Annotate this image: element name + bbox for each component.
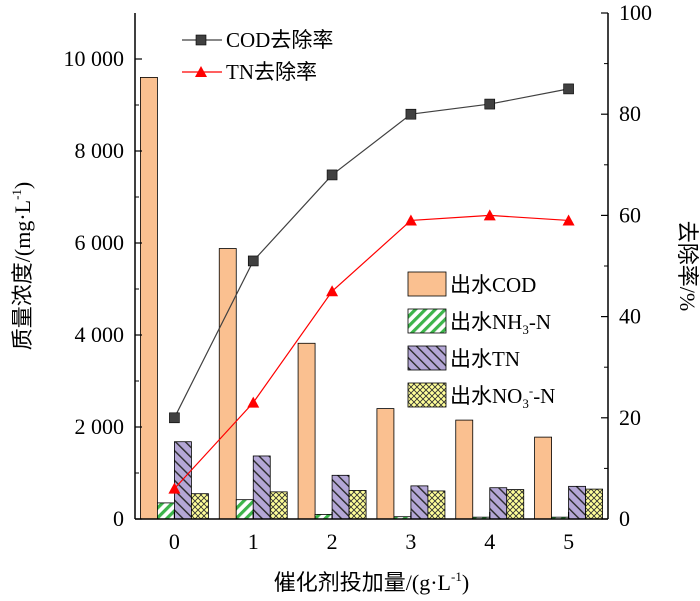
bar-cod-4 — [455, 419, 474, 520]
marker-tn_removal-1 — [247, 396, 260, 408]
bar-cod-3 — [376, 408, 395, 520]
y-tick-label-2000: 2 000 — [75, 414, 125, 439]
bar-cod-0 — [140, 77, 158, 520]
bar-no3-4 — [506, 489, 525, 520]
bar-cod-2 — [297, 342, 316, 520]
x-tick-label-2: 2 — [327, 529, 338, 554]
bar-no3-1 — [269, 491, 288, 520]
y2-tick-label-60: 60 — [619, 202, 641, 227]
bar-no3-5 — [585, 488, 603, 520]
marker-tn_removal-2 — [326, 285, 339, 297]
y-tick-label-10000: 10 000 — [64, 46, 125, 71]
legend-label-nh3: 出水NH3-N — [450, 310, 551, 337]
legend-swatch-no3 — [407, 382, 447, 408]
bar-no3-3 — [427, 490, 446, 520]
y2-tick-label-100: 100 — [619, 0, 652, 25]
legend-marker-cod_removal — [195, 34, 207, 46]
x-tick-label-0: 0 — [169, 529, 180, 554]
x-tick-label-1: 1 — [248, 529, 259, 554]
x-axis-title: 催化剂投加量/(g·L-1) — [274, 569, 469, 595]
marker-tn_removal-3 — [404, 214, 417, 226]
bar-cod-1 — [218, 248, 237, 520]
x-tick-label-4: 4 — [484, 529, 495, 554]
y-tick-label-0: 0 — [113, 506, 124, 531]
legend-label-cod: 出水COD — [450, 273, 536, 297]
marker-cod_removal-0 — [169, 412, 180, 424]
bar-tn-0 — [174, 441, 192, 520]
legend-label-no3: 出水NO3--N — [450, 383, 555, 411]
legend-swatch-cod — [407, 271, 447, 297]
marker-cod_removal-4 — [484, 98, 496, 110]
legend-marker-tn_removal — [195, 66, 207, 77]
y-tick-label-6000: 6 000 — [75, 230, 125, 255]
bar-no3-2 — [348, 490, 367, 520]
bar-tn-3 — [410, 485, 429, 520]
marker-cod_removal-3 — [405, 108, 417, 120]
legend-swatch-nh3 — [407, 308, 447, 334]
bar-tn-1 — [252, 455, 271, 520]
marker-tn_removal-5 — [562, 214, 575, 226]
marker-cod_removal-1 — [247, 255, 259, 267]
y-axis-title: 质量浓度/(mg·L-1) — [9, 182, 35, 351]
bar-nh3-0 — [157, 502, 175, 520]
legend-swatch-tn — [407, 345, 447, 371]
y2-tick-label-40: 40 — [619, 304, 641, 329]
bar-no3-0 — [191, 493, 209, 520]
legend-label-tn_removal: TN去除率 — [226, 60, 317, 84]
legend-label-cod_removal: COD去除率 — [226, 28, 333, 52]
x-tick-label-3: 3 — [405, 529, 416, 554]
marker-tn_removal-0 — [168, 482, 181, 494]
line-cod_removal — [173, 88, 569, 419]
bar-tn-5 — [568, 485, 586, 520]
y2-tick-label-80: 80 — [619, 101, 641, 126]
bar-tn-2 — [331, 474, 350, 520]
bar-nh3-1 — [235, 499, 254, 520]
bar-cod-5 — [534, 436, 552, 520]
marker-cod_removal-5 — [563, 83, 574, 95]
legend-label-tn: 出水TN — [450, 347, 520, 371]
line-tn_removal — [173, 214, 569, 490]
marker-tn_removal-4 — [483, 209, 496, 221]
x-tick-label-5: 5 — [563, 529, 574, 554]
y-tick-label-8000: 8 000 — [75, 138, 125, 163]
y-tick-label-4000: 4 000 — [75, 322, 125, 347]
marker-cod_removal-2 — [326, 169, 338, 181]
bar-tn-4 — [489, 487, 508, 520]
y2-tick-label-20: 20 — [619, 405, 641, 430]
y2-axis-title: 去除率/% — [675, 221, 700, 311]
y2-tick-label-0: 0 — [619, 506, 630, 531]
